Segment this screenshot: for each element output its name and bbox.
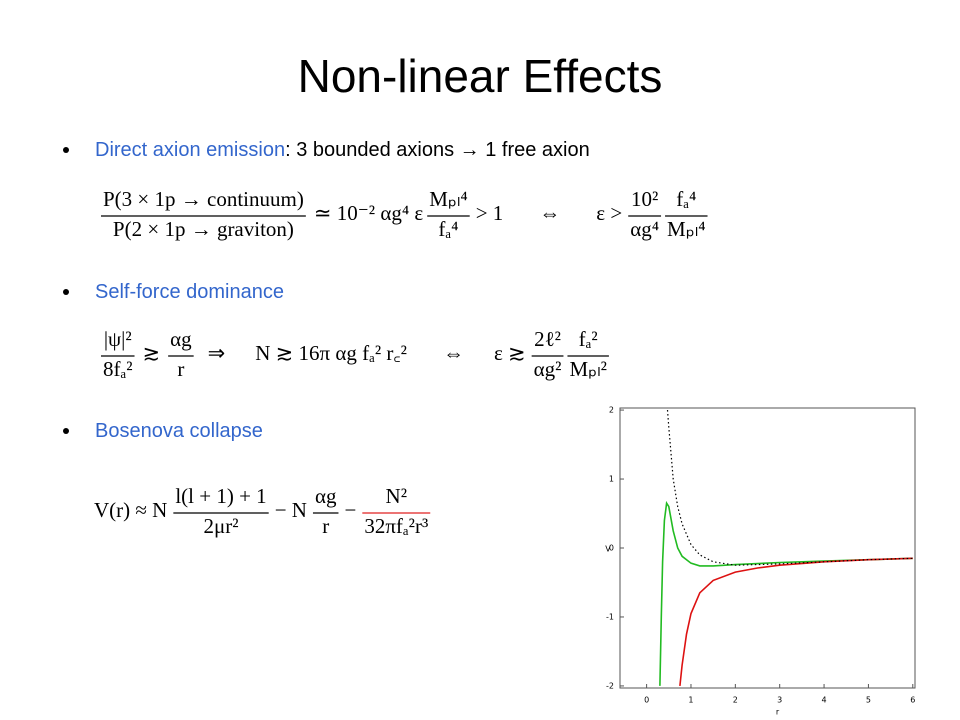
fraction-denominator: fₐ⁴ [438, 217, 458, 241]
math-text: ⇔ [539, 201, 560, 225]
bullet-label: Direct axion emission [95, 139, 285, 161]
math-text: ε ≳ [494, 341, 526, 365]
math-text: N ≳ 16π αg fₐ² r꜀² [255, 341, 407, 365]
fraction-denominator: r [322, 514, 329, 538]
fraction-numerator: fₐ² [579, 327, 598, 351]
y-tick-label: 1 [609, 475, 614, 484]
fraction-numerator: αg [170, 327, 192, 351]
curve [679, 557, 913, 686]
bullet-dot [63, 147, 69, 153]
math-text: > 1 [476, 201, 504, 225]
fraction-numerator: 10² [631, 187, 658, 211]
x-tick-label: 4 [822, 696, 827, 705]
fraction-denominator: 2μr² [203, 514, 238, 538]
x-axis-label: r [776, 708, 780, 717]
fraction-numerator: Mₚₗ⁴ [429, 187, 467, 211]
x-tick-label: 6 [910, 696, 915, 705]
bullet: Direct axion emission: 3 bounded axions … [95, 139, 590, 161]
fraction-denominator: 8fₐ² [103, 357, 133, 381]
fraction-denominator: αg⁴ [630, 217, 659, 241]
fraction-numerator: αg [315, 484, 337, 508]
math-text: ⇔ [443, 341, 464, 365]
fraction-denominator: P(2 × 1p → graviton) [113, 217, 294, 241]
math-text: ⇒ [208, 341, 226, 365]
bullet-label: Bosenova collapse [95, 420, 263, 442]
y-axis-label: V [605, 545, 611, 554]
fraction-denominator: r [177, 357, 184, 381]
fraction-numerator: 2ℓ² [534, 327, 561, 351]
slide-title: Non-linear Effects [298, 50, 663, 102]
math-text: ≃ 10⁻² αg⁴ ε [314, 201, 424, 225]
fraction-numerator: P(3 × 1p → continuum) [103, 187, 304, 211]
fraction-denominator: 32πfₐ²r³ [364, 514, 428, 538]
bullet-text: : 3 bounded axions → 1 free axion [285, 139, 590, 161]
math-text: ≳ [143, 341, 161, 365]
bullet-label: Self-force dominance [95, 281, 284, 303]
x-tick-label: 0 [644, 696, 649, 705]
fraction-denominator: Mₚₗ⁴ [667, 217, 705, 241]
y-tick-label: -2 [606, 681, 614, 690]
math-text: V(r) ≈ N [94, 498, 167, 522]
bullet-dot [63, 428, 69, 434]
fraction-denominator: Mₚₗ² [569, 357, 606, 381]
bullet-dot [63, 289, 69, 295]
math-text: ε > [596, 201, 622, 225]
y-tick-label: 2 [609, 406, 614, 415]
math-text: − [344, 498, 356, 522]
fraction-numerator: fₐ⁴ [676, 187, 696, 211]
fraction-numerator: N² [386, 484, 407, 508]
plot-frame [619, 407, 916, 689]
x-tick-label: 3 [777, 696, 782, 705]
y-tick-label: 0 [609, 544, 614, 553]
x-tick-label: 5 [866, 696, 871, 705]
math-text: − N [275, 498, 307, 522]
fraction-numerator: l(l + 1) + 1 [175, 484, 266, 508]
bullet: Bosenova collapse [95, 420, 263, 442]
curve [666, 410, 913, 566]
fraction-denominator: αg² [534, 357, 562, 381]
curve [659, 500, 913, 686]
x-tick-label: 2 [733, 696, 738, 705]
bullet: Self-force dominance [95, 281, 284, 303]
y-tick-label: -1 [606, 612, 614, 621]
x-tick-label: 1 [688, 696, 693, 705]
fraction-numerator: |ψ|² [104, 327, 132, 351]
